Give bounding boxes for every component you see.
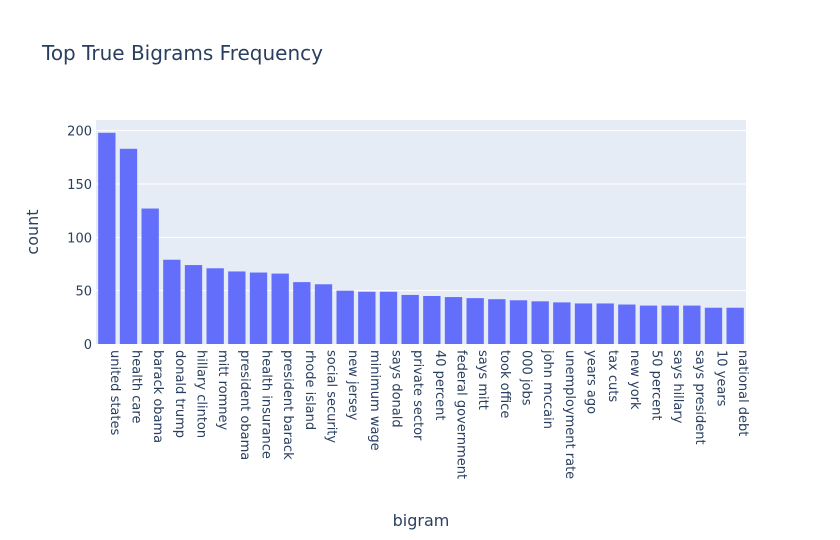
x-tick-label: private sector [410, 350, 425, 441]
bars [98, 132, 744, 344]
bar-health-insurance[interactable] [249, 272, 268, 344]
x-tick-label: says president [692, 350, 707, 445]
x-tick-label: social security [324, 350, 339, 443]
x-tick-label: 000 jobs [519, 350, 534, 406]
bar-health-care[interactable] [119, 148, 138, 344]
bar-says-president[interactable] [683, 305, 701, 344]
bar-hillary-clinton[interactable] [184, 265, 203, 344]
grid-lines [96, 130, 746, 292]
x-tick-label: president barack [280, 350, 295, 460]
x-tick-label: 40 percent [432, 350, 447, 420]
bar-says-hillary[interactable] [661, 305, 679, 344]
bar-federal-government[interactable] [444, 297, 463, 344]
y-tick-label: 100 [67, 231, 92, 246]
bar-says-donald[interactable] [379, 291, 398, 344]
x-axis-title: bigram [393, 511, 450, 530]
x-tick-label: says mitt [475, 350, 490, 410]
bar-40-percent[interactable] [423, 296, 441, 344]
x-tick-label: 50 percent [649, 350, 664, 420]
x-tick-label: tax cuts [605, 350, 620, 402]
x-tick-label: years ago [584, 350, 599, 414]
y-tick-label: 0 [84, 338, 92, 353]
bar-john-mccain[interactable] [531, 301, 549, 344]
x-tick-label: president obama [237, 350, 252, 460]
bar-national-debt[interactable] [726, 307, 744, 344]
bar-new-york[interactable] [618, 304, 636, 344]
bar-minimum-wage[interactable] [358, 291, 376, 344]
bar-president-obama[interactable] [228, 271, 246, 344]
bar-took-office[interactable] [488, 299, 506, 344]
bar-unemployment-rate[interactable] [553, 302, 571, 344]
x-tick-label: barack obama [150, 350, 165, 443]
x-tick-label: minimum wage [367, 350, 382, 451]
y-axis-ticks: 0 50 100 150 200 [67, 125, 92, 353]
x-tick-label: new york [627, 350, 642, 410]
bar-private-sector[interactable] [401, 294, 419, 344]
bar-50-percent[interactable] [639, 305, 658, 344]
x-tick-label: health insurance [259, 350, 274, 459]
x-tick-label: 10 years [714, 350, 729, 407]
bar-barack-obama[interactable] [141, 208, 159, 344]
x-tick-label: hillary clinton [194, 350, 209, 438]
bar-10-years[interactable] [704, 307, 723, 344]
bar-new-jersey[interactable] [336, 290, 354, 344]
x-tick-label: unemployment rate [562, 350, 577, 479]
x-tick-label: rhode island [302, 350, 317, 430]
bar-tax-cuts[interactable] [596, 303, 614, 344]
x-tick-label: united states [107, 350, 122, 436]
x-tick-label: mitt romney [215, 350, 230, 431]
x-tick-label: says hillary [670, 350, 685, 424]
bar-donald-trump[interactable] [163, 259, 181, 344]
x-axis-ticks: united states health care barack obama dona… [107, 349, 750, 479]
y-tick-label: 150 [67, 178, 92, 193]
x-tick-label: john mccain [540, 349, 555, 429]
bar-000-jobs[interactable] [509, 300, 528, 344]
x-tick-label: says donald [389, 350, 404, 428]
bar-united-states[interactable] [98, 132, 116, 344]
x-tick-label: donald trump [172, 350, 187, 438]
bar-president-barack[interactable] [271, 273, 289, 344]
chart-title: Top True Bigrams Frequency [41, 41, 323, 65]
bar-says-mitt[interactable] [466, 298, 484, 344]
bar-years-ago[interactable] [574, 303, 593, 344]
y-tick-label: 200 [67, 125, 92, 140]
y-tick-label: 50 [75, 285, 92, 300]
x-tick-label: took office [497, 350, 512, 418]
x-tick-label: federal government [454, 350, 469, 479]
bar-mitt-romney[interactable] [206, 268, 224, 344]
plot-area [96, 120, 746, 344]
y-axis-title: count [23, 209, 42, 254]
x-tick-label: national debt [735, 350, 750, 436]
x-tick-label: health care [129, 350, 144, 423]
bar-social-security[interactable] [314, 284, 333, 344]
bar-rhode-island[interactable] [293, 282, 311, 344]
x-tick-label: new jersey [345, 350, 360, 421]
